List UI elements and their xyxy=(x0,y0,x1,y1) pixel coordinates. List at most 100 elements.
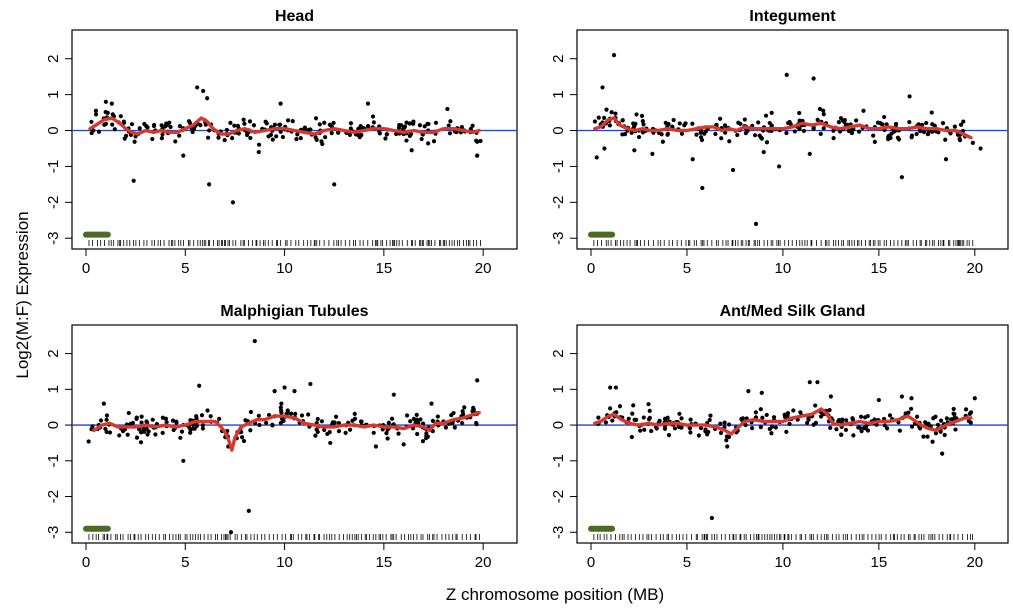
data-point xyxy=(660,139,665,144)
y-tick-label: 1 xyxy=(45,90,62,98)
data-point xyxy=(371,430,376,435)
y-tick-label: -1 xyxy=(550,160,567,173)
data-point xyxy=(201,88,206,94)
data-point xyxy=(899,175,904,180)
data-point xyxy=(160,430,165,435)
data-point xyxy=(828,394,833,399)
data-point xyxy=(630,411,635,416)
data-point xyxy=(924,120,929,126)
x-tick-label: 10 xyxy=(775,554,792,571)
data-point xyxy=(953,427,958,432)
data-point xyxy=(771,415,777,420)
data-point xyxy=(672,426,678,431)
data-point xyxy=(926,422,931,427)
data-point xyxy=(407,121,412,126)
data-point xyxy=(328,440,333,446)
data-point xyxy=(404,120,409,125)
data-point xyxy=(323,135,328,140)
data-point xyxy=(840,118,846,123)
data-point xyxy=(756,120,761,125)
data-point xyxy=(132,139,137,144)
data-point xyxy=(611,53,617,58)
data-point xyxy=(769,110,774,115)
data-point xyxy=(385,436,390,441)
data-point xyxy=(396,431,401,436)
data-point xyxy=(270,137,275,142)
data-point xyxy=(279,401,284,406)
data-point xyxy=(787,421,792,426)
data-point xyxy=(688,430,693,435)
data-point xyxy=(230,200,236,205)
data-point xyxy=(177,123,183,129)
data-point xyxy=(930,129,935,134)
data-point xyxy=(302,125,308,130)
data-point xyxy=(356,133,361,138)
data-point xyxy=(224,127,229,133)
x-tick-label: 20 xyxy=(475,554,492,571)
data-point xyxy=(313,433,318,438)
data-point xyxy=(207,182,212,187)
data-point xyxy=(726,422,732,427)
data-point xyxy=(943,157,949,162)
data-point xyxy=(694,132,699,137)
data-point xyxy=(322,120,327,125)
data-point xyxy=(205,96,210,101)
data-point xyxy=(773,425,778,430)
data-point xyxy=(608,406,613,411)
data-point xyxy=(753,410,759,415)
data-point xyxy=(797,110,802,116)
data-point xyxy=(290,119,295,124)
data-point xyxy=(285,118,291,123)
data-point xyxy=(742,117,747,122)
data-point xyxy=(613,111,618,116)
data-point xyxy=(815,117,820,122)
data-point xyxy=(239,435,245,440)
data-point xyxy=(917,426,923,431)
data-point xyxy=(961,119,966,124)
y-tick-label: 0 xyxy=(550,126,567,134)
data-point xyxy=(475,139,480,144)
x-tick-label: 0 xyxy=(587,554,595,571)
data-point xyxy=(391,392,396,397)
data-point xyxy=(641,415,646,420)
data-point xyxy=(137,126,142,131)
data-point xyxy=(739,416,744,422)
data-point xyxy=(679,416,684,421)
data-point xyxy=(703,427,708,432)
data-point xyxy=(608,385,613,390)
data-point xyxy=(784,130,789,136)
panel-4: Ant/Med Silk Gland 0 5 10 15 20 -3 -2 -1 0 1 2 xyxy=(550,303,1009,571)
data-point xyxy=(952,124,957,129)
data-point xyxy=(408,419,413,424)
data-point xyxy=(347,427,353,432)
data-point xyxy=(322,427,327,433)
data-point xyxy=(907,94,912,99)
data-point xyxy=(452,425,457,430)
data-point xyxy=(752,133,758,138)
data-point xyxy=(880,122,885,127)
data-point xyxy=(474,422,479,427)
data-point xyxy=(431,139,437,144)
data-point xyxy=(241,438,247,444)
data-point xyxy=(198,123,203,128)
data-point xyxy=(350,418,355,423)
data-point xyxy=(827,408,832,413)
data-point xyxy=(460,420,465,426)
data-point xyxy=(105,110,110,115)
data-point xyxy=(760,415,765,420)
data-point xyxy=(935,422,941,427)
data-point xyxy=(807,380,812,385)
data-point xyxy=(96,129,102,134)
x-tick-label: 20 xyxy=(475,260,492,277)
data-point xyxy=(666,432,672,438)
data-point xyxy=(602,146,607,151)
data-point xyxy=(650,151,655,156)
data-point xyxy=(295,132,300,137)
data-point xyxy=(188,427,193,432)
data-point xyxy=(153,432,158,437)
data-point xyxy=(764,140,770,145)
x-tick-label: 0 xyxy=(82,260,90,277)
y-tick-label: 2 xyxy=(550,55,567,63)
data-point xyxy=(248,428,253,433)
data-point xyxy=(696,433,701,438)
